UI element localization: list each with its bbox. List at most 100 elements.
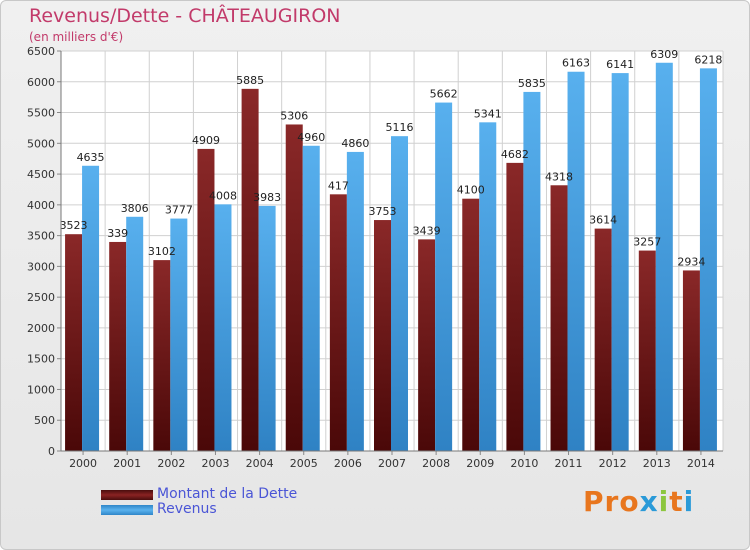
debt-data-label: 3614 xyxy=(589,214,617,227)
legend-label-debt: Montant de la Dette xyxy=(157,486,298,502)
legend-swatch-revenue xyxy=(101,505,153,515)
y-tick-label: 0 xyxy=(48,445,55,458)
revenue-data-label: 5116 xyxy=(386,121,414,134)
debt-data-label: 3439 xyxy=(413,224,441,237)
y-tick-label: 6000 xyxy=(27,76,55,89)
revenue-data-label: 5341 xyxy=(474,107,502,120)
revenue-bar xyxy=(126,216,144,451)
revenue-bar xyxy=(611,73,629,451)
x-tick-label: 2002 xyxy=(157,457,185,470)
debt-bar xyxy=(285,124,303,451)
x-tick-label: 2000 xyxy=(69,457,97,470)
logo-letter: r xyxy=(604,485,620,518)
debt-data-label: 5885 xyxy=(236,74,264,87)
revenue-bar xyxy=(302,145,320,451)
revenue-bar xyxy=(479,122,497,452)
debt-bar xyxy=(506,162,524,451)
revenue-data-label: 3983 xyxy=(253,191,281,204)
revenue-data-label: 4960 xyxy=(297,131,325,144)
revenue-bar xyxy=(214,204,232,451)
y-tick-label: 2500 xyxy=(27,291,55,304)
revenue-data-label: 3777 xyxy=(165,204,193,217)
debt-data-label: 417 xyxy=(328,179,349,192)
y-tick-label: 4000 xyxy=(27,199,55,212)
revenue-data-label: 3806 xyxy=(121,202,149,215)
logo-letter: i xyxy=(683,485,695,518)
revenue-bar xyxy=(391,136,408,451)
x-tick-label: 2004 xyxy=(246,457,274,470)
revenue-bar xyxy=(435,102,453,452)
revenue-bar xyxy=(655,62,673,451)
debt-bar xyxy=(153,260,171,451)
revenue-bar xyxy=(699,68,717,451)
revenue-data-label: 4860 xyxy=(341,137,369,150)
x-tick-label: 2009 xyxy=(466,457,494,470)
logo-letter: t xyxy=(669,485,684,518)
revenue-data-label: 5662 xyxy=(430,88,458,101)
debt-data-label: 3257 xyxy=(633,236,661,249)
revenue-data-label: 6309 xyxy=(650,48,678,61)
y-tick-label: 1000 xyxy=(27,383,55,396)
revenue-data-label: 4008 xyxy=(209,189,237,202)
debt-data-label: 5306 xyxy=(280,109,308,122)
debt-bar xyxy=(418,239,436,451)
debt-data-label: 2934 xyxy=(677,255,705,268)
x-tick-label: 2008 xyxy=(422,457,450,470)
y-tick-label: 6500 xyxy=(27,45,55,58)
legend-swatch-debt xyxy=(101,490,153,500)
y-tick-label: 500 xyxy=(34,414,55,427)
revenue-data-label: 6218 xyxy=(694,53,722,66)
debt-bar xyxy=(329,194,347,452)
x-tick-label: 2014 xyxy=(687,457,715,470)
y-tick-label: 4500 xyxy=(27,168,55,181)
revenue-bar xyxy=(567,71,585,451)
y-tick-label: 2000 xyxy=(27,322,55,335)
x-tick-label: 2011 xyxy=(555,457,583,470)
y-tick-label: 3500 xyxy=(27,230,55,243)
debt-bar xyxy=(65,234,83,451)
logo-letter: i xyxy=(658,485,670,518)
debt-data-label: 3102 xyxy=(148,245,176,258)
debt-data-label: 4682 xyxy=(501,148,529,161)
debt-data-label: 339 xyxy=(107,227,128,240)
y-tick-label: 1500 xyxy=(27,353,55,366)
debt-data-label: 4909 xyxy=(192,134,220,147)
debt-bar xyxy=(241,88,259,451)
debt-bar xyxy=(197,148,215,451)
x-tick-label: 2001 xyxy=(113,457,141,470)
revenue-bar xyxy=(82,165,100,451)
debt-bar xyxy=(109,241,127,451)
logo-letter: P xyxy=(583,485,605,518)
x-tick-label: 2005 xyxy=(290,457,318,470)
logo-letter: o xyxy=(619,485,640,518)
legend-label-revenue: Revenus xyxy=(157,501,217,517)
logo-letter: x xyxy=(639,485,659,518)
revenue-data-label: 6141 xyxy=(606,58,634,71)
y-tick-label: 3000 xyxy=(27,260,55,273)
revenue-bar xyxy=(346,151,364,451)
revenue-bar xyxy=(170,218,188,451)
x-tick-label: 2010 xyxy=(510,457,538,470)
x-tick-label: 2013 xyxy=(643,457,671,470)
debt-bar xyxy=(462,198,480,451)
y-tick-label: 5000 xyxy=(27,137,55,150)
debt-data-label: 3523 xyxy=(60,219,88,232)
x-tick-label: 2003 xyxy=(201,457,229,470)
chart-subtitle: (en milliers d'€) xyxy=(29,30,124,44)
revenue-data-label: 5835 xyxy=(518,77,546,90)
debt-bar xyxy=(638,250,656,451)
debt-data-label: 3753 xyxy=(369,205,397,218)
debt-data-label: 4100 xyxy=(457,184,485,197)
x-tick-label: 2012 xyxy=(599,457,627,470)
debt-data-label: 4318 xyxy=(545,170,573,183)
revenue-bar xyxy=(523,91,541,451)
debt-bar xyxy=(594,228,612,451)
y-tick-label: 5500 xyxy=(27,107,55,120)
debt-bar xyxy=(682,270,700,451)
revenue-bar xyxy=(258,205,276,451)
chart-title: Revenus/Dette - CHÂTEAUGIRON xyxy=(29,5,341,27)
x-tick-label: 2006 xyxy=(334,457,362,470)
debt-bar xyxy=(550,185,568,451)
